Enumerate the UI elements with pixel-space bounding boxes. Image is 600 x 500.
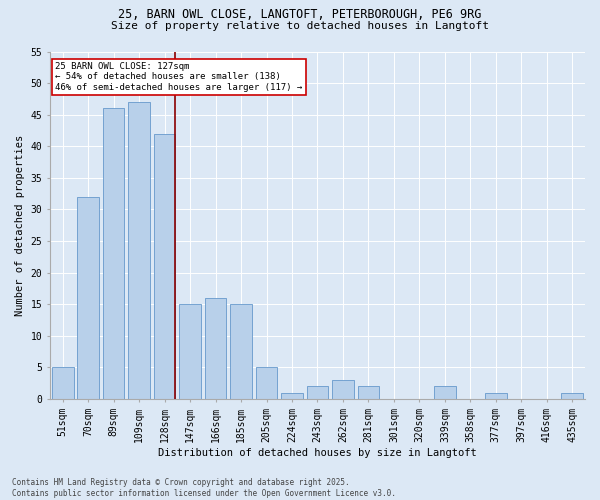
Bar: [358, 386, 379, 399]
Bar: [281, 392, 303, 399]
Bar: [52, 368, 74, 399]
Bar: [485, 392, 506, 399]
Bar: [434, 386, 455, 399]
Bar: [205, 298, 226, 399]
Bar: [179, 304, 201, 399]
Y-axis label: Number of detached properties: Number of detached properties: [15, 134, 25, 316]
Bar: [307, 386, 328, 399]
Bar: [562, 392, 583, 399]
Bar: [103, 108, 124, 399]
Bar: [77, 197, 99, 399]
Text: 25 BARN OWL CLOSE: 127sqm
← 54% of detached houses are smaller (138)
46% of semi: 25 BARN OWL CLOSE: 127sqm ← 54% of detac…: [55, 62, 302, 92]
X-axis label: Distribution of detached houses by size in Langtoft: Distribution of detached houses by size …: [158, 448, 477, 458]
Bar: [256, 368, 277, 399]
Text: 25, BARN OWL CLOSE, LANGTOFT, PETERBOROUGH, PE6 9RG: 25, BARN OWL CLOSE, LANGTOFT, PETERBOROU…: [118, 8, 482, 20]
Bar: [230, 304, 252, 399]
Bar: [128, 102, 150, 399]
Text: Size of property relative to detached houses in Langtoft: Size of property relative to detached ho…: [111, 21, 489, 31]
Text: Contains HM Land Registry data © Crown copyright and database right 2025.
Contai: Contains HM Land Registry data © Crown c…: [12, 478, 396, 498]
Bar: [154, 134, 175, 399]
Bar: [332, 380, 354, 399]
